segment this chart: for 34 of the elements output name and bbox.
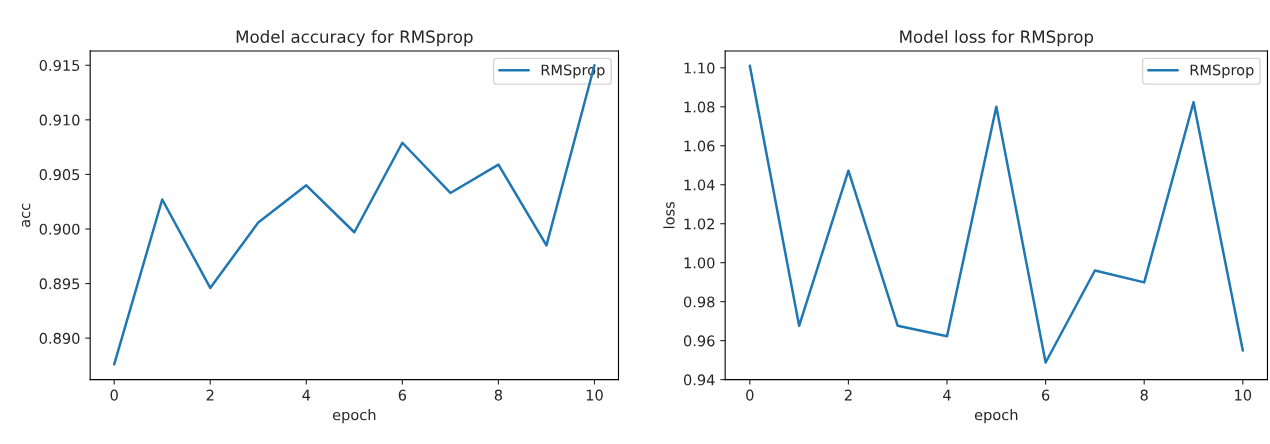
y-tick-label: 1.00 <box>684 257 715 269</box>
legend-label: RMSprop <box>1190 64 1254 79</box>
chart-title: Model accuracy for RMSprop <box>236 30 473 47</box>
x-tick-label: 4 <box>302 389 311 401</box>
y-tick-label: 0.900 <box>39 223 80 235</box>
x-tick-label: 2 <box>844 389 852 401</box>
y-tick-label: 1.04 <box>684 179 715 191</box>
x-tick-label: 6 <box>1041 389 1050 401</box>
y-tick-label: 1.10 <box>684 62 715 74</box>
y-tick-label: 0.895 <box>39 278 80 290</box>
x-tick-label: 2 <box>206 389 214 401</box>
x-tick-label: 4 <box>943 389 951 401</box>
x-tick-label: 8 <box>1140 389 1148 401</box>
x-tick-label: 0 <box>110 389 118 401</box>
y-tick-label: 1.02 <box>684 218 714 230</box>
y-tick-label: 0.890 <box>39 332 80 344</box>
x-tick-label: 10 <box>586 389 603 401</box>
y-tick-label: 0.910 <box>39 114 80 126</box>
x-tick-label: 10 <box>1235 389 1252 401</box>
x-tick-label: 0 <box>746 389 754 401</box>
chart-title: Model loss for RMSprop <box>900 30 1094 47</box>
x-tick-label: 6 <box>398 389 407 401</box>
x-axis-title: epoch <box>974 409 1018 424</box>
y-tick-label: 1.08 <box>684 101 715 113</box>
x-tick-label: 8 <box>494 389 503 401</box>
y-tick-label: 0.96 <box>683 335 715 347</box>
y-tick-label: 0.905 <box>39 169 80 181</box>
y-tick-label: 1.06 <box>684 140 715 152</box>
y-tick-label: 0.915 <box>39 59 80 71</box>
x-axis-title: epoch <box>332 409 376 424</box>
y-tick-label: 0.98 <box>683 296 715 308</box>
y-tick-label: 0.94 <box>683 374 715 386</box>
y-axis-title: loss <box>663 201 675 229</box>
y-axis-title: acc <box>21 203 31 227</box>
